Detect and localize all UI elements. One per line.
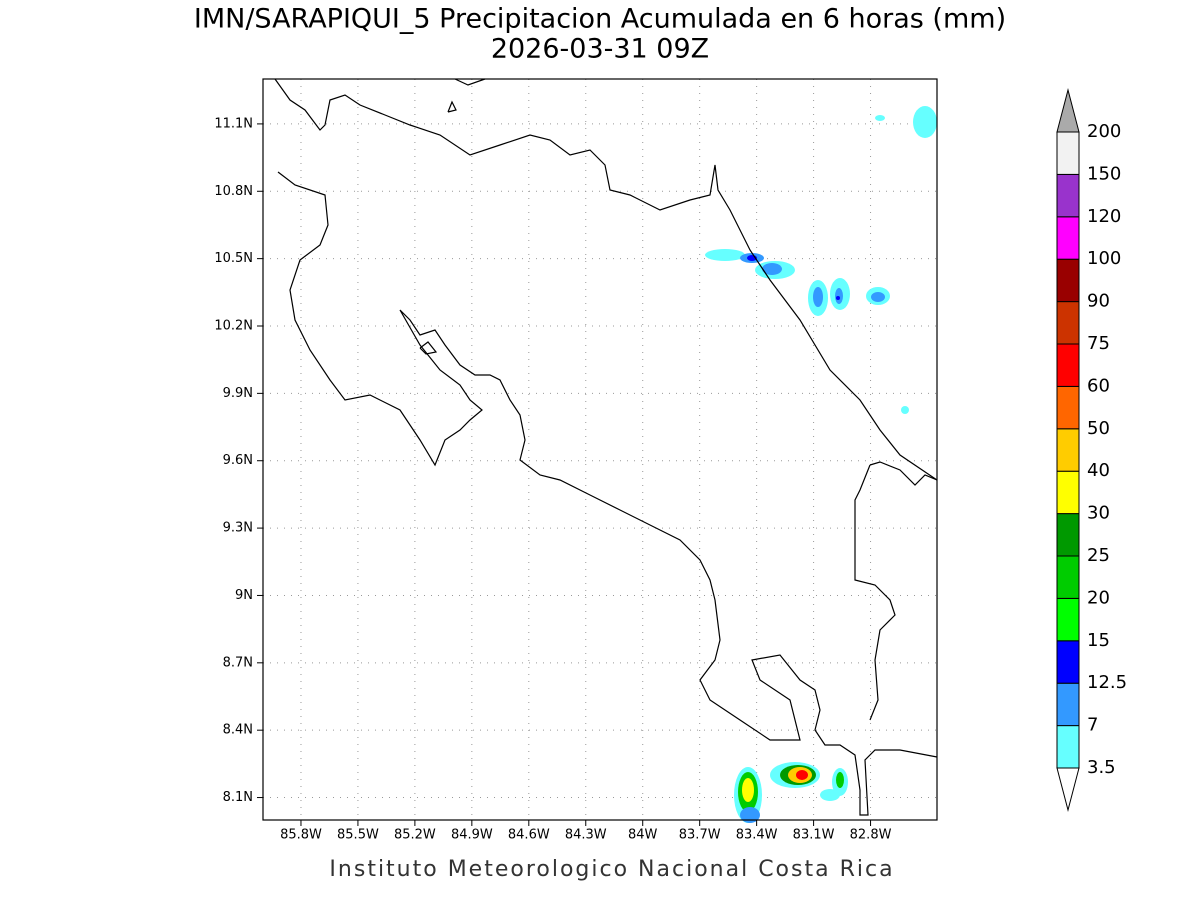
y-tick-label: 8.4N (223, 723, 253, 738)
x-tick-label: 85.2W (394, 828, 436, 843)
x-tick-label: 85.8W (280, 828, 322, 843)
x-tick-label: 82.8W (850, 828, 892, 843)
colorbar-label: 20 (1087, 587, 1110, 608)
colorbar-box (1056, 555, 1080, 599)
colorbar-label: 75 (1087, 333, 1110, 354)
colorbar-box (1056, 258, 1080, 303)
colorbar-box (1056, 640, 1080, 684)
y-tick-label: 8.1N (223, 790, 253, 805)
colorbar-label: 150 (1087, 163, 1121, 184)
footer: Instituto Meteorologico Nacional Costa R… (329, 857, 894, 882)
x-tick-label: 84.6W (508, 828, 550, 843)
grid (263, 79, 937, 820)
colorbar-box (1056, 470, 1080, 515)
colorbar-label: 200 (1087, 121, 1121, 142)
colorbar-below (1056, 767, 1080, 812)
x-tick-label: 83.1W (793, 828, 835, 843)
y-tick-label: 11.1N (214, 116, 253, 131)
colorbar: 3.5 7 12.5 15 20 25 30 40 50 60 75 90 100 120 150 200 (1056, 88, 1127, 812)
subtitle: 2026-03-31 09Z (491, 34, 709, 65)
x-tick-label: 85.5W (337, 828, 379, 843)
colorbar-label: 7 (1087, 715, 1098, 736)
colorbar-label: 40 (1087, 460, 1110, 481)
y-tick-label: 10.2N (214, 319, 253, 334)
y-tick-label: 9.6N (223, 453, 253, 468)
colorbar-label: 120 (1087, 206, 1121, 227)
x-tick-label: 83.4W (736, 828, 778, 843)
colorbar-label: 30 (1087, 503, 1110, 524)
colorbar-label: 90 (1087, 291, 1110, 312)
colorbar-label: 3.5 (1087, 757, 1116, 778)
colorbar-label: 12.5 (1087, 672, 1127, 693)
title: IMN/SARAPIQUI_5 Precipitacion Acumulada … (194, 4, 1006, 35)
colorbar-label: 15 (1087, 630, 1110, 651)
colorbar-box (1056, 173, 1080, 218)
colorbar-box (1056, 385, 1080, 430)
colorbar-above (1056, 88, 1080, 133)
x-tick-label: 84W (628, 828, 658, 843)
map-frame (262, 78, 938, 821)
y-tick-label: 9N (235, 588, 253, 603)
y-tick-label: 9.9N (223, 386, 253, 401)
colorbar-box (1056, 216, 1080, 260)
colorbar-box (1056, 301, 1080, 345)
y-tick-label: 10.5N (214, 251, 253, 266)
colorbar-label: 60 (1087, 375, 1110, 396)
x-tick-label: 84.9W (451, 828, 493, 843)
colorbar-box (1056, 343, 1080, 387)
x-tick-label: 84.3W (565, 828, 607, 843)
y-tick-label: 9.3N (223, 521, 253, 536)
colorbar-label: 50 (1087, 418, 1110, 439)
colorbar-box (1056, 131, 1080, 175)
colorbar-box (1056, 513, 1080, 557)
x-tick-label: 83.7W (679, 828, 721, 843)
colorbar-label: 100 (1087, 248, 1121, 269)
precipitation (705, 106, 937, 823)
colorbar-box (1056, 725, 1080, 769)
colorbar-box (1056, 682, 1080, 727)
y-tick-label: 8.7N (223, 655, 253, 670)
coastline (274, 78, 938, 816)
colorbar-box (1056, 428, 1080, 472)
y-tick-label: 10.8N (214, 184, 253, 199)
colorbar-label: 25 (1087, 545, 1110, 566)
colorbar-box (1056, 597, 1080, 642)
